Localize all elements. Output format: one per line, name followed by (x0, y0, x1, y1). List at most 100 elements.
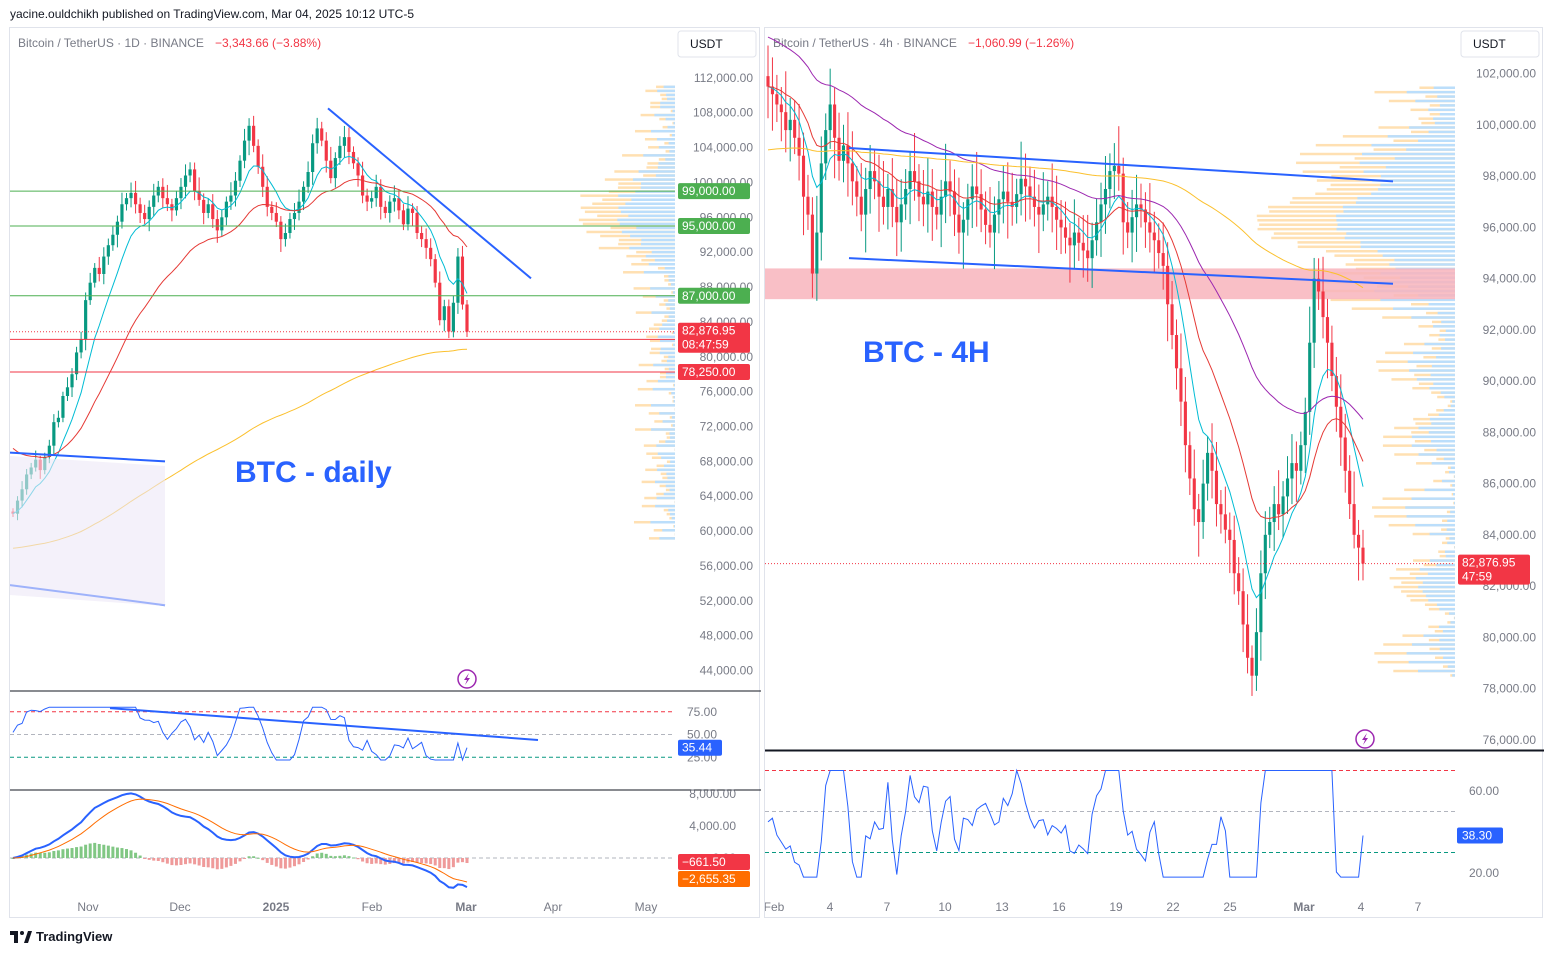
volume-profile-bar (668, 367, 675, 371)
candle-body (1059, 219, 1063, 228)
currency-label: USDT (1473, 37, 1506, 51)
macd-histogram-bar (179, 858, 183, 865)
x-tick-label: 22 (1166, 900, 1180, 914)
candle-body (1219, 504, 1223, 515)
candle-body (988, 224, 992, 233)
lightning-icon-bolt (1362, 733, 1368, 745)
candle-body (1334, 376, 1338, 407)
x-tick-label: 10 (938, 900, 952, 914)
macd-histogram-bar (165, 858, 169, 864)
rsi-level-label: 75.00 (687, 705, 717, 719)
macd-histogram-bar (333, 856, 337, 858)
candle-body (890, 189, 894, 207)
volume-profile-bar (656, 444, 675, 447)
y-tick-label: 88,000.00 (1483, 425, 1537, 439)
volume-profile-bar (651, 250, 675, 254)
volume-profile-bar (661, 456, 675, 459)
macd-histogram-bar (329, 855, 333, 858)
volume-profile-bar (1428, 303, 1455, 306)
y-tick-label: 94,000.00 (1483, 272, 1537, 286)
rsi-line (767, 768, 1364, 878)
candle-body (211, 204, 215, 220)
candle-body (320, 128, 324, 141)
chart-panel-4h[interactable]: Bitcoin / TetherUS · 4h · BINANCE −1,060.… (764, 27, 1544, 919)
candle-body (79, 339, 83, 353)
macd-histogram-bar (420, 858, 424, 863)
candle-body (174, 198, 179, 211)
volume-profile-bar (1343, 210, 1455, 213)
volume-profile-bar (670, 460, 675, 464)
candle-body (1166, 265, 1170, 305)
macd-histogram-bar (215, 858, 219, 870)
trendline (848, 257, 1394, 285)
candle-body (788, 119, 792, 131)
volume-profile-bar (630, 234, 675, 238)
candle-body (188, 169, 192, 176)
macd-histogram-bar (11, 858, 15, 859)
candle-body (948, 181, 952, 192)
candle-body (775, 94, 779, 105)
y-tick-label: 96,000.00 (1483, 220, 1537, 234)
candle-body (1206, 452, 1210, 484)
x-tick-label: 25 (1223, 900, 1237, 914)
level-price-tag (678, 364, 750, 381)
lightning-icon (457, 669, 477, 689)
macd-histogram-bar (297, 858, 301, 865)
candle-body (1117, 165, 1121, 174)
chart-panel-daily[interactable]: Bitcoin / TetherUS · 1D · BINANCE −3,343.… (9, 27, 761, 919)
rsi-trendline (109, 707, 539, 741)
candle-body (1161, 253, 1165, 266)
candle-body (333, 158, 337, 179)
volume-profile-bar (618, 206, 675, 210)
macd-signal-tag (678, 871, 750, 887)
macd-histogram-bar (465, 858, 469, 864)
volume-profile-bar (660, 105, 675, 109)
candle-body (873, 171, 877, 182)
candle-body (952, 191, 957, 215)
volume-profile-bar (638, 170, 675, 173)
volume-profile-bar (1449, 470, 1455, 474)
daily-chart-svg[interactable]: Bitcoin / TetherUS · 1D · BINANCE −3,343.… (9, 28, 761, 919)
candle-body (1081, 242, 1085, 251)
candle-body (1361, 547, 1365, 564)
candle-body (1126, 222, 1130, 233)
volume-profile-bar (655, 174, 675, 177)
candle-body (1254, 632, 1258, 676)
candle-body (1072, 232, 1076, 246)
candle-body (429, 247, 433, 260)
macd-histogram-bar (125, 849, 128, 858)
volume-profile-bar (1431, 462, 1455, 465)
candle-body (106, 245, 110, 257)
volume-profile-bar (1444, 550, 1455, 553)
volume-profile-bar (1424, 342, 1455, 346)
volume-profile-bar (1337, 223, 1455, 226)
currency-button (677, 30, 757, 58)
candle-body (1028, 186, 1032, 197)
volume-profile-bar (668, 142, 675, 145)
volume-profile-bar (1417, 669, 1455, 673)
candle-body (52, 422, 56, 446)
volume-profile-bar (669, 150, 675, 153)
volume-profile-bar (662, 420, 675, 423)
y-tick-label: 86,000.00 (1483, 477, 1537, 491)
candle-body (374, 186, 378, 199)
candle-body (877, 181, 881, 197)
volume-profile-bar (673, 400, 675, 403)
macd-histogram-bar (138, 855, 142, 858)
candle-body (465, 304, 469, 332)
4h-chart-svg[interactable]: Bitcoin / TetherUS · 4h · BINANCE −1,060.… (764, 28, 1544, 919)
volume-profile-bar (667, 125, 675, 129)
x-tick-label: 7 (884, 900, 891, 914)
macd-histogram-bar (238, 858, 242, 862)
candle-body (1068, 237, 1072, 246)
macd-histogram-bar (256, 857, 260, 859)
volume-profile-bar (656, 496, 675, 500)
volume-profile-bar (1447, 519, 1455, 523)
support-zone (765, 268, 1455, 300)
volume-profile-bar (659, 537, 675, 540)
volume-profile-bar (1439, 104, 1455, 107)
bar-countdown: 08:47:59 (682, 338, 729, 352)
candle-body (1157, 240, 1161, 254)
y-tick-label: 112,000.00 (694, 71, 753, 85)
volume-profile-bar (1438, 625, 1455, 629)
